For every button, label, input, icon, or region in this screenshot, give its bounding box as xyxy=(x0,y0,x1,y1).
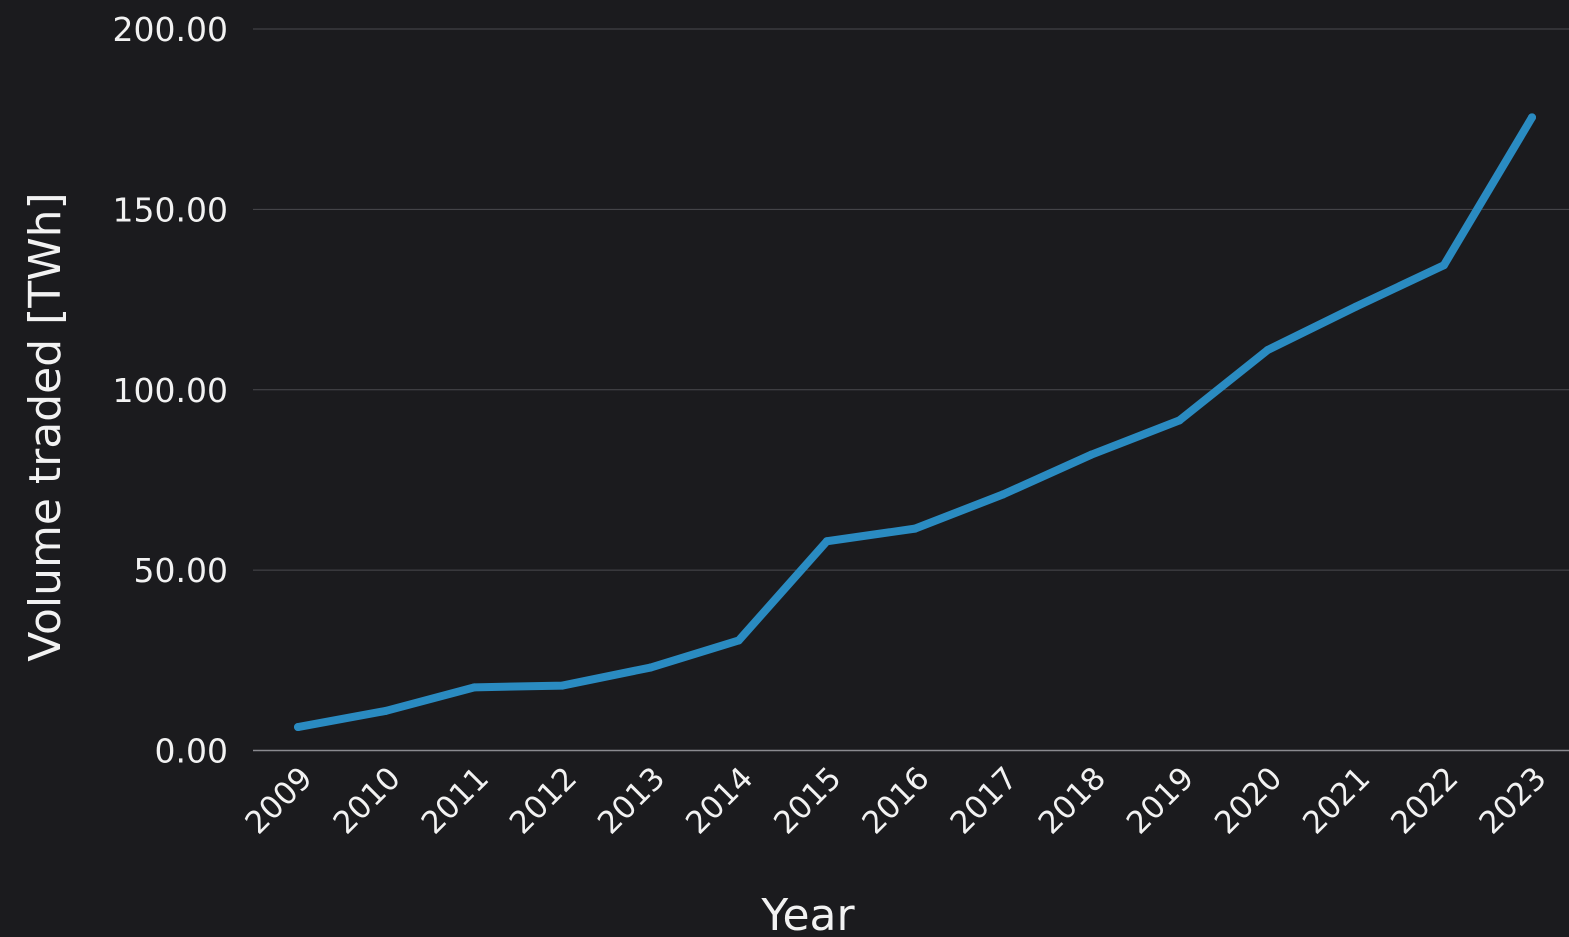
data-point xyxy=(1263,346,1272,355)
x-axis-ticks: 2009 2010 2011 2012 2013 2014 2015 2016 2017 2018… xyxy=(238,760,1553,841)
data-point xyxy=(1439,261,1448,270)
data-point xyxy=(1528,113,1536,122)
y-axis-ticks: 0.00 50.00 100.00 150.00 200.00 xyxy=(113,10,228,771)
gridlines xyxy=(253,28,1569,752)
data-point xyxy=(734,636,743,645)
x-tick-label: 2017 xyxy=(944,760,1025,841)
y-tick-label: 50.00 xyxy=(134,551,228,590)
x-tick-label: 2018 xyxy=(1032,760,1113,841)
y-tick-label: 100.00 xyxy=(113,371,228,410)
x-tick-label: 2022 xyxy=(1384,760,1465,841)
data-point xyxy=(1175,416,1184,425)
series-layer xyxy=(294,113,1536,732)
y-tick-label: 0.00 xyxy=(155,732,228,771)
x-tick-label: 2019 xyxy=(1120,760,1201,841)
x-tick-label: 2010 xyxy=(327,760,408,841)
x-tick-label: 2015 xyxy=(767,760,848,841)
data-point xyxy=(382,706,391,715)
series-line xyxy=(294,113,1536,732)
y-axis-title: Volume traded [TWh] xyxy=(20,192,71,661)
data-point xyxy=(1351,302,1360,311)
x-tick-label: 2023 xyxy=(1472,760,1553,841)
x-tick-label: 2013 xyxy=(591,760,672,841)
x-tick-label: 2021 xyxy=(1296,760,1377,841)
x-tick-label: 2014 xyxy=(679,760,760,841)
x-tick-label: 2012 xyxy=(503,760,584,841)
y-tick-label: 200.00 xyxy=(113,10,228,49)
data-point xyxy=(558,681,567,690)
data-point xyxy=(294,723,302,732)
y-tick-label: 150.00 xyxy=(113,190,228,229)
x-tick-label: 2020 xyxy=(1208,760,1289,841)
data-point xyxy=(822,537,831,546)
x-axis-title: Year xyxy=(760,890,855,937)
x-tick-label: 2009 xyxy=(238,760,319,841)
x-tick-label: 2016 xyxy=(855,760,936,841)
data-point xyxy=(999,490,1008,499)
data-point xyxy=(646,663,655,672)
data-point xyxy=(911,524,919,533)
data-point xyxy=(1087,450,1096,459)
x-tick-label: 2011 xyxy=(415,760,496,841)
data-point xyxy=(470,683,479,692)
